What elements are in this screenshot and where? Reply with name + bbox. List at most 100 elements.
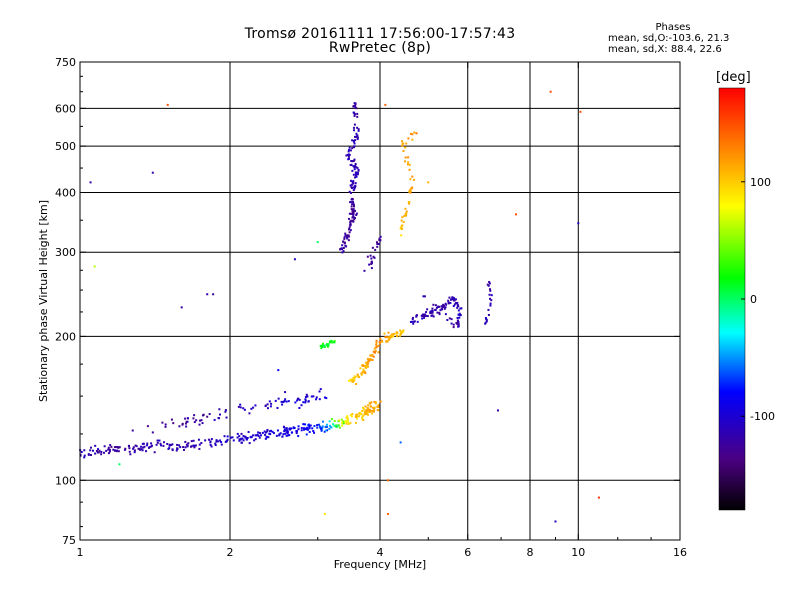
data-point <box>355 166 358 169</box>
data-point <box>166 442 169 445</box>
data-point <box>367 362 370 365</box>
data-point <box>345 416 348 419</box>
data-point <box>190 445 193 448</box>
data-point <box>167 447 170 450</box>
data-point <box>171 449 174 452</box>
data-point <box>282 425 285 428</box>
data-point <box>352 111 355 114</box>
data-point <box>185 443 188 446</box>
data-point <box>164 425 167 428</box>
data-point <box>387 338 390 341</box>
data-point <box>371 246 374 249</box>
data-point <box>355 132 358 135</box>
data-point <box>186 420 189 423</box>
data-point <box>83 454 86 457</box>
data-point <box>347 235 350 238</box>
data-point <box>351 212 354 215</box>
data-point <box>353 216 356 219</box>
data-point <box>376 345 379 348</box>
data-point <box>288 427 291 430</box>
data-point <box>163 441 166 444</box>
data-point <box>208 413 211 416</box>
data-point <box>353 187 356 190</box>
data-point <box>411 318 414 321</box>
data-point <box>450 318 453 321</box>
data-point <box>388 336 391 339</box>
data-point <box>321 425 324 428</box>
data-point <box>197 438 200 441</box>
data-point <box>369 254 372 257</box>
data-point <box>348 212 351 215</box>
data-point <box>151 431 154 434</box>
data-point <box>353 176 356 179</box>
data-point <box>343 241 346 244</box>
data-point <box>411 138 414 141</box>
data-point <box>132 446 135 449</box>
data-point <box>198 423 201 426</box>
data-point <box>354 209 357 212</box>
data-point <box>200 442 203 445</box>
data-point <box>187 442 190 445</box>
data-point <box>295 430 298 433</box>
data-point <box>427 181 430 184</box>
data-point <box>220 443 223 446</box>
data-point <box>193 446 196 449</box>
data-point <box>379 235 382 238</box>
data-point <box>370 267 373 270</box>
data-point <box>554 520 557 523</box>
data-point <box>361 371 364 374</box>
data-point <box>192 439 195 442</box>
data-point <box>335 425 338 428</box>
data-point <box>392 335 395 338</box>
data-point <box>318 398 321 401</box>
data-point <box>225 416 228 419</box>
data-point <box>379 337 382 340</box>
data-point <box>231 436 234 439</box>
data-point <box>277 397 280 400</box>
data-point <box>113 449 116 452</box>
data-point <box>337 419 340 422</box>
data-point <box>366 357 369 360</box>
data-point <box>407 156 410 159</box>
data-point <box>384 103 387 106</box>
data-point <box>440 305 443 308</box>
data-point <box>396 334 399 337</box>
data-point <box>345 154 348 157</box>
data-point <box>317 423 320 426</box>
data-point <box>490 294 493 297</box>
data-point <box>351 198 354 201</box>
data-point <box>296 399 299 402</box>
data-point <box>133 449 136 452</box>
data-point <box>267 436 270 439</box>
data-point <box>316 424 319 427</box>
data-point <box>300 404 303 407</box>
data-point <box>232 439 235 442</box>
data-point <box>353 376 356 379</box>
data-point <box>193 414 196 417</box>
data-point <box>226 435 229 438</box>
data-point <box>263 430 266 433</box>
x-tick-label: 8 <box>527 546 534 559</box>
data-point <box>364 405 367 408</box>
data-point <box>266 407 269 410</box>
data-point <box>432 303 435 306</box>
data-point <box>108 448 111 451</box>
data-point <box>362 406 365 409</box>
data-point <box>355 383 358 386</box>
data-point <box>348 226 351 229</box>
data-point <box>94 444 97 447</box>
data-point <box>353 185 356 188</box>
data-point <box>186 445 189 448</box>
data-point <box>315 396 318 399</box>
data-point <box>488 293 491 296</box>
data-point <box>352 126 355 129</box>
data-point <box>356 115 359 118</box>
data-point <box>407 161 410 164</box>
data-point <box>172 422 175 425</box>
data-point <box>341 421 344 424</box>
data-point <box>351 139 354 142</box>
data-point <box>242 439 245 442</box>
data-point <box>489 302 492 305</box>
data-point <box>346 418 349 421</box>
